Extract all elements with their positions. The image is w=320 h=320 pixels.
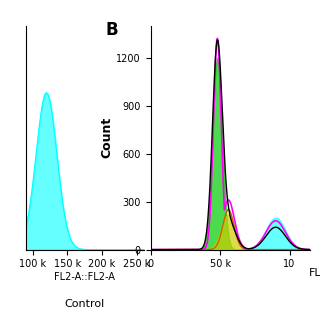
X-axis label: FL2-A::FL2-A: FL2-A::FL2-A <box>54 272 115 282</box>
Text: Control: Control <box>65 299 105 309</box>
Y-axis label: Count: Count <box>100 117 114 158</box>
X-axis label: FL2: FL2 <box>308 268 320 277</box>
Text: B: B <box>106 21 118 39</box>
